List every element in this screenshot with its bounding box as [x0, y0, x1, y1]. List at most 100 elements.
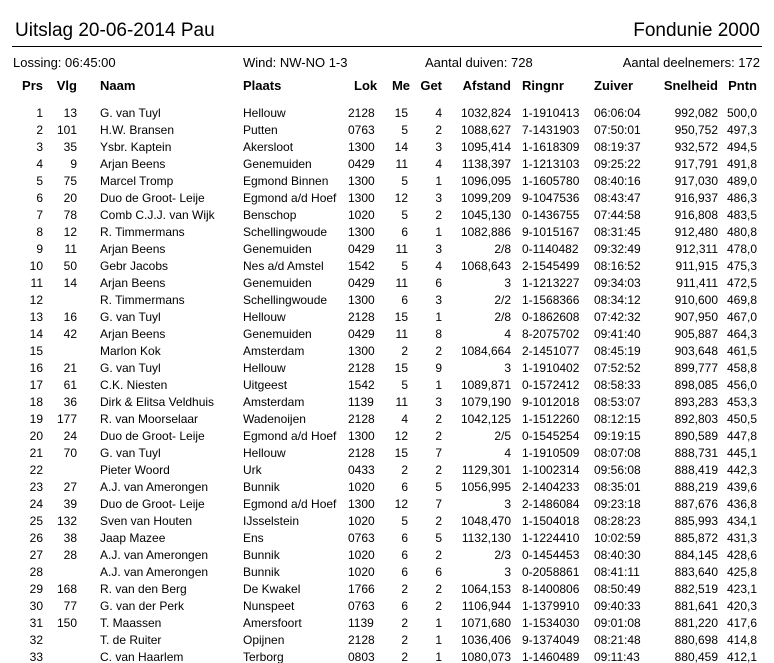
distance: 1088,627 — [460, 123, 511, 137]
distance: 1056,995 — [460, 480, 511, 494]
place: Hellouw — [243, 106, 286, 120]
position: 9 — [36, 242, 43, 256]
name: Pieter Woord — [100, 463, 170, 477]
position: 21 — [29, 446, 43, 460]
entered: 5 — [401, 259, 408, 273]
ring-number: 1-1504018 — [522, 514, 580, 528]
place: Urk — [243, 463, 262, 477]
position: 25 — [29, 514, 43, 528]
follow: 168 — [56, 582, 77, 596]
place: Amersfoort — [243, 616, 302, 630]
place: Wadenoijen — [243, 412, 306, 426]
clocked: 1 — [435, 378, 442, 392]
place: Amsterdam — [243, 344, 305, 358]
position: 3 — [36, 140, 43, 154]
speed: 888,731 — [674, 446, 718, 460]
entered: 11 — [395, 157, 408, 171]
clocked: 1 — [435, 616, 442, 630]
speed: 917,030 — [674, 174, 718, 188]
place: Amsterdam — [243, 395, 305, 409]
speed: 890,589 — [674, 429, 718, 443]
ring-number: 2-1486084 — [522, 497, 580, 511]
follow: 78 — [63, 208, 77, 222]
time: 09:40:33 — [594, 599, 641, 613]
time: 09:34:03 — [594, 276, 641, 290]
clocked: 2 — [435, 123, 442, 137]
time: 09:25:22 — [594, 157, 641, 171]
name: T. de Ruiter — [100, 633, 162, 647]
place: Bunnik — [243, 565, 280, 579]
distance: 2/2 — [494, 293, 511, 307]
distance: 1045,130 — [460, 208, 511, 222]
distance: 3 — [504, 565, 511, 579]
speed: 884,145 — [674, 548, 718, 562]
name: G. van Tuyl — [100, 310, 161, 324]
position: 33 — [29, 650, 43, 663]
distance: 2/5 — [494, 429, 511, 443]
entered: 5 — [401, 378, 408, 392]
follow: 61 — [63, 378, 77, 392]
points: 500,0 — [726, 106, 757, 120]
name: H.W. Bransen — [100, 123, 175, 137]
position: 16 — [29, 361, 43, 375]
follow: 132 — [56, 514, 77, 528]
ring-number: 1-1910413 — [522, 106, 580, 120]
clocked: 7 — [435, 446, 442, 460]
loft: 1020 — [348, 565, 375, 579]
follow: 28 — [63, 548, 77, 562]
ring-number: 0-1572412 — [522, 378, 580, 392]
place: IJsselstein — [243, 514, 300, 528]
points: 439,6 — [726, 480, 757, 494]
ring-number: 0-1862608 — [522, 310, 580, 324]
clocked: 3 — [435, 242, 442, 256]
distance: 2/8 — [494, 310, 511, 324]
clocked: 2 — [435, 208, 442, 222]
points: 423,1 — [726, 582, 757, 596]
loft: 0429 — [348, 157, 375, 171]
points: 478,0 — [726, 242, 757, 256]
distance: 1084,664 — [460, 344, 511, 358]
name: Marcel Tromp — [100, 174, 174, 188]
distance: 2/8 — [494, 242, 511, 256]
clocked: 3 — [435, 293, 442, 307]
place: De Kwakel — [243, 582, 301, 596]
entered: 11 — [395, 276, 408, 290]
speed: 992,082 — [674, 106, 718, 120]
loft: 0763 — [348, 123, 375, 137]
position: 26 — [29, 531, 43, 545]
name: Ysbr. Kaptein — [100, 140, 172, 154]
place: Egmond a/d Hoef — [243, 497, 337, 511]
loft: 2128 — [348, 412, 375, 426]
participant-count: Aantal deelnemers: 172 — [622, 55, 760, 70]
name: G. van Tuyl — [100, 361, 161, 375]
ring-number: 1-1460489 — [522, 650, 580, 663]
place: Nes a/d Amstel — [243, 259, 324, 273]
distance: 3 — [504, 497, 511, 511]
loft: 0803 — [348, 650, 375, 663]
points: 480,8 — [726, 225, 757, 239]
distance: 1080,073 — [460, 650, 511, 663]
ring-number: 2-1404233 — [522, 480, 580, 494]
name: G. van Tuyl — [100, 446, 161, 460]
points: 428,6 — [726, 548, 757, 562]
follow: 27 — [63, 480, 77, 494]
position: 32 — [29, 633, 43, 647]
points: 420,3 — [726, 599, 757, 613]
distance: 1096,095 — [460, 174, 511, 188]
speed: 888,219 — [674, 480, 718, 494]
entered: 2 — [401, 650, 408, 663]
clocked: 4 — [435, 106, 442, 120]
loft: 1020 — [348, 480, 375, 494]
place: Genemuiden — [243, 327, 312, 341]
clocked: 2 — [435, 582, 442, 596]
distance: 1036,406 — [460, 633, 511, 647]
loft: 2128 — [348, 361, 375, 375]
column-header: Zuiver — [594, 78, 634, 93]
position: 12 — [29, 293, 43, 307]
follow: 20 — [63, 191, 77, 205]
loft: 2128 — [348, 446, 375, 460]
speed: 880,459 — [674, 650, 718, 663]
points: 483,5 — [726, 208, 757, 222]
follow: 39 — [63, 497, 77, 511]
